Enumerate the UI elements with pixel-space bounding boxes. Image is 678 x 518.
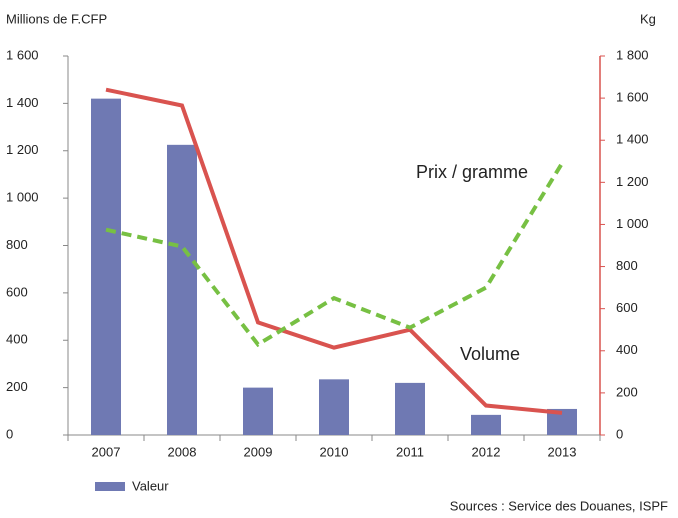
y2-axis-label: Kg (640, 11, 656, 26)
y2-tick-label: 1 400 (616, 132, 649, 147)
y-tick-label: 1 600 (6, 47, 39, 62)
bar (395, 382, 425, 435)
bar (243, 387, 273, 435)
legend-swatch (95, 482, 125, 491)
bar (91, 98, 121, 435)
x-tick-label: 2011 (396, 444, 424, 459)
x-tick-label: 2007 (92, 444, 121, 459)
x-tick-label: 2009 (244, 444, 273, 459)
y-axis-label: Millions de F.CFP (6, 11, 107, 26)
y-tick-label: 200 (6, 379, 28, 394)
series-label: Prix / gramme (416, 162, 528, 182)
source: Sources : Service des Douanes, ISPF (450, 498, 668, 513)
y-tick-label: 1 200 (6, 142, 39, 157)
y-tick-label: 1 400 (6, 95, 39, 110)
y2-tick-label: 200 (616, 384, 638, 399)
y-tick-label: 800 (6, 237, 28, 252)
x-tick-label: 2010 (320, 444, 349, 459)
x-tick-label: 2013 (548, 444, 577, 459)
y2-tick-label: 1 000 (616, 216, 649, 231)
y2-tick-label: 0 (616, 426, 623, 441)
y2-tick-label: 800 (616, 258, 638, 273)
bar (167, 144, 197, 435)
bar (471, 414, 501, 435)
x-tick-label: 2012 (472, 444, 501, 459)
y2-tick-label: 1 800 (616, 47, 649, 62)
bar (319, 379, 349, 435)
y2-tick-label: 400 (616, 342, 638, 357)
y2-tick-label: 600 (616, 300, 638, 315)
legend-label: Valeur (132, 478, 169, 493)
y2-tick-label: 1 600 (616, 90, 649, 105)
y-tick-label: 600 (6, 284, 28, 299)
y-tick-label: 0 (6, 426, 13, 441)
line (105, 162, 564, 348)
line (105, 87, 563, 415)
y-tick-label: 1 000 (6, 190, 39, 205)
x-tick-label: 2008 (168, 444, 197, 459)
y2-tick-label: 1 200 (616, 174, 649, 189)
y-tick-label: 400 (6, 332, 28, 347)
series-label: Volume (460, 344, 520, 364)
